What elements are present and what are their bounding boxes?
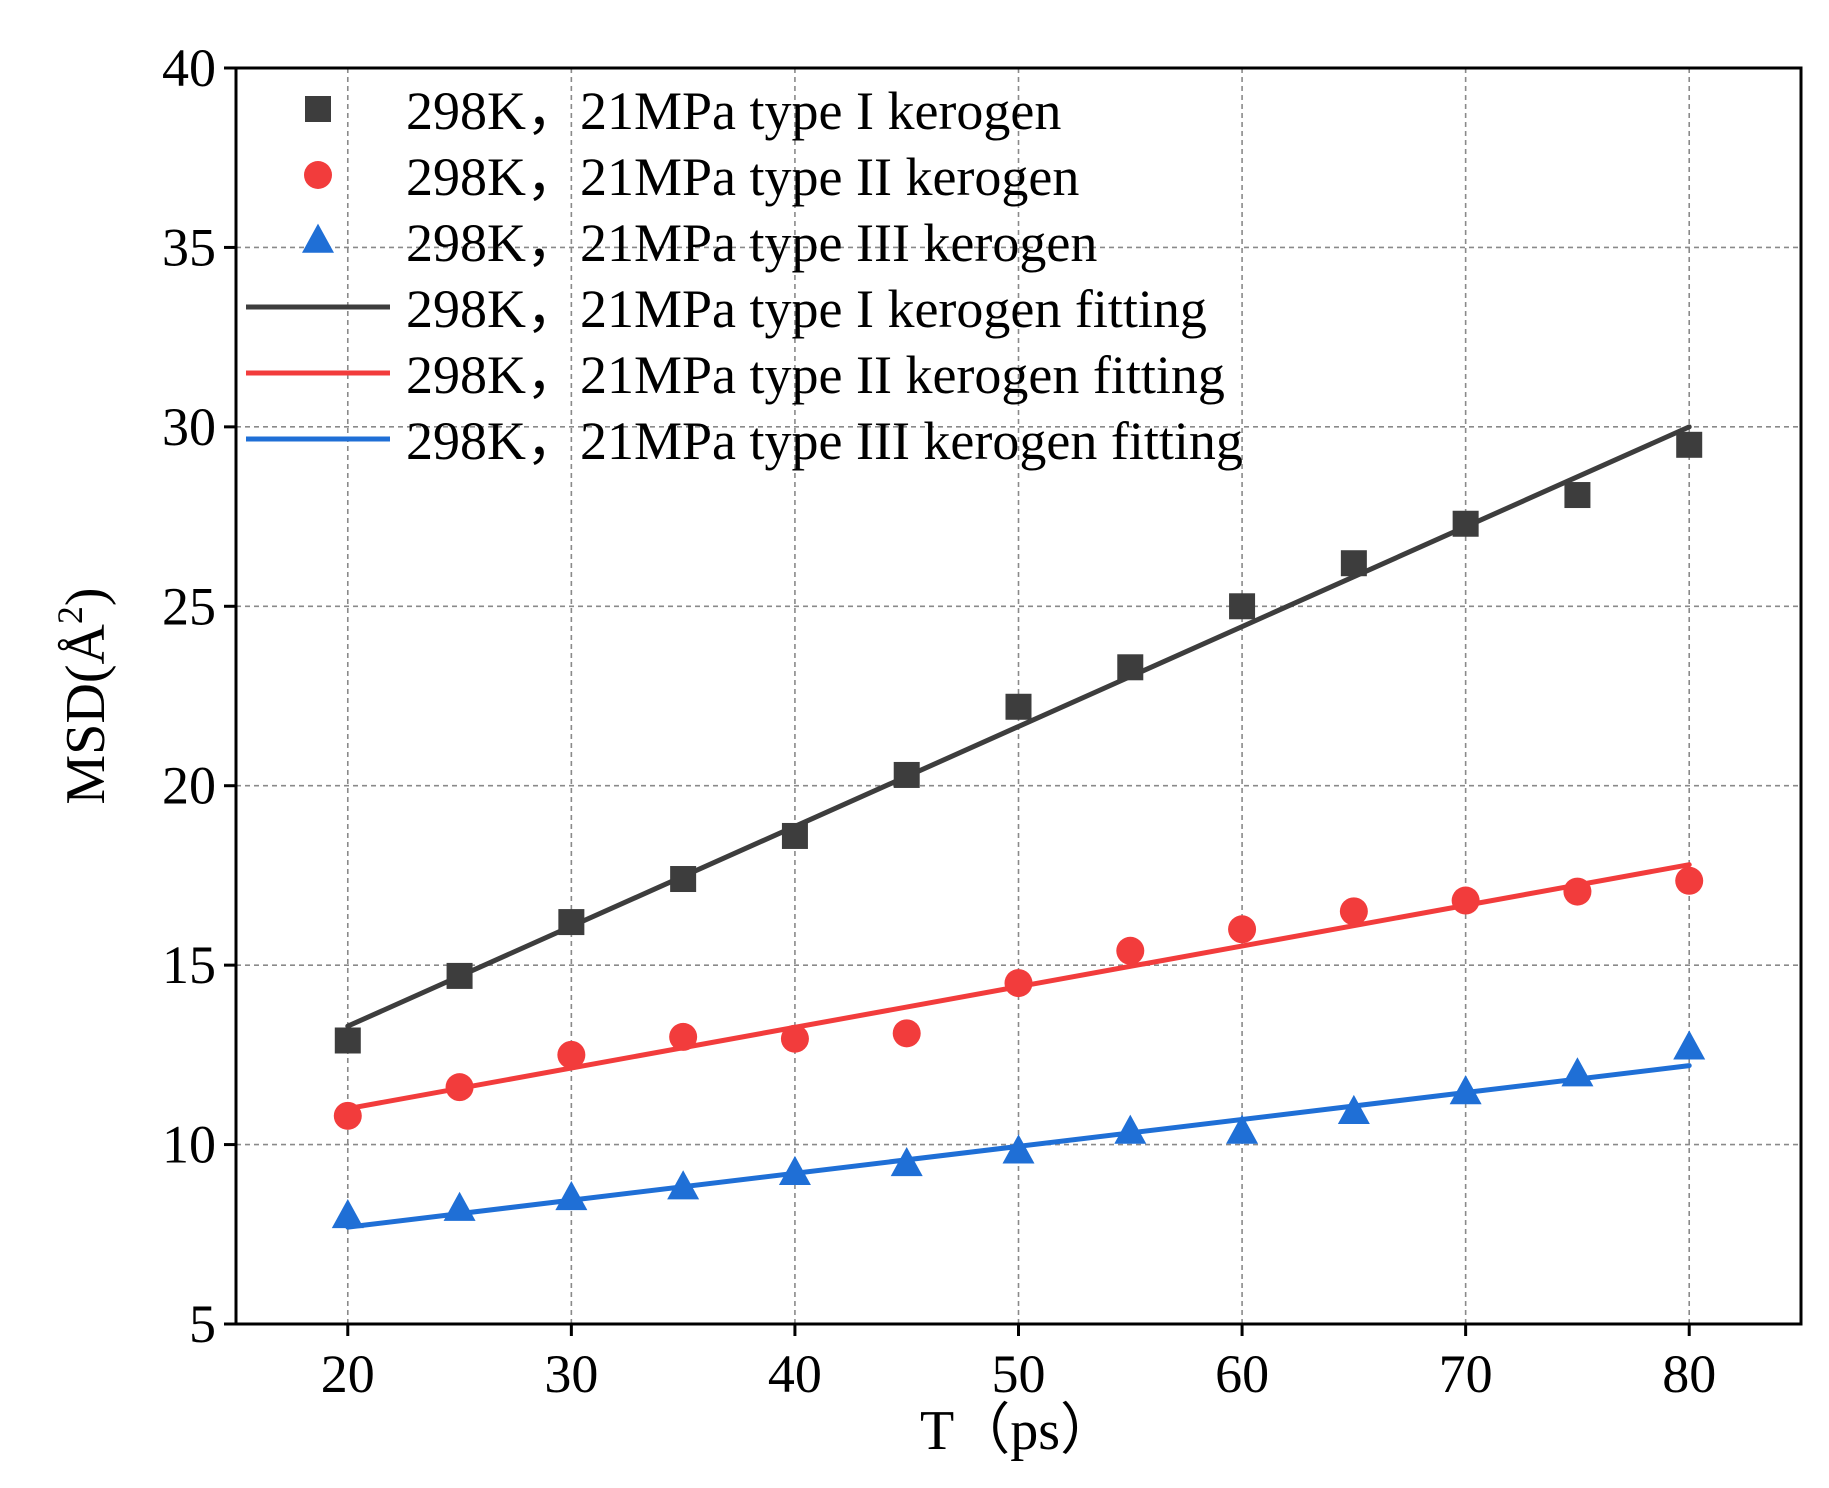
- point-s2-x75: [1563, 877, 1592, 906]
- x-tick-label-40: 40: [768, 1344, 822, 1404]
- y-tick-label-5: 5: [189, 1294, 216, 1354]
- point-s3-x25: [443, 1191, 476, 1221]
- y-axis-title: MSD(Å2): [50, 587, 117, 804]
- y-tick-label-20: 20: [162, 756, 216, 816]
- point-s1-x45: [893, 761, 920, 788]
- point-s2-x65: [1339, 897, 1368, 926]
- point-s3-x20: [331, 1198, 364, 1229]
- y-tick-label-30: 30: [162, 397, 216, 457]
- point-s2-x55: [1116, 936, 1145, 965]
- legend-symbol-2: [304, 161, 332, 189]
- legend-label-2: 298K，21MPa type II kerogen: [406, 147, 1079, 207]
- point-s3-x50: [1002, 1134, 1035, 1164]
- series-3: [331, 1030, 1706, 1229]
- point-s1-x35: [670, 866, 697, 893]
- x-tick-label-70: 70: [1439, 1344, 1493, 1404]
- point-s1-x40: [781, 822, 808, 849]
- point-s2-x45: [892, 1019, 921, 1048]
- y-tick-label-40: 40: [162, 38, 216, 98]
- point-s1-x55: [1117, 654, 1144, 681]
- point-s3-x80: [1673, 1030, 1706, 1060]
- point-s3-x40: [778, 1155, 811, 1186]
- series-1: [334, 431, 1703, 1054]
- point-s1-x20: [334, 1027, 361, 1054]
- x-tick-label-50: 50: [992, 1344, 1046, 1404]
- point-s1-x50: [1005, 693, 1032, 720]
- y-tick-label-15: 15: [162, 935, 216, 995]
- point-s2-x80: [1675, 866, 1704, 895]
- legend-label-1: 298K，21MPa type I kerogen: [406, 81, 1061, 141]
- legend-fit-label-3: 298K，21MPa type III kerogen fitting: [406, 411, 1243, 471]
- point-s3-x60: [1226, 1114, 1259, 1144]
- point-s1-x80: [1676, 431, 1703, 458]
- legend-label-3: 298K，21MPa type III kerogen: [406, 213, 1097, 273]
- point-s2-x50: [1004, 969, 1033, 998]
- point-s2-x40: [780, 1024, 809, 1053]
- point-s2-x30: [557, 1040, 586, 1069]
- y-tick-label-25: 25: [162, 576, 216, 636]
- series-2: [333, 866, 1704, 1130]
- data-points: [331, 431, 1706, 1229]
- legend-symbol-1: [305, 96, 331, 122]
- legend-fit-label-1: 298K，21MPa type I kerogen fitting: [406, 279, 1207, 339]
- point-s1-x60: [1229, 593, 1256, 620]
- point-s2-x20: [333, 1101, 362, 1130]
- point-s3-x65: [1337, 1094, 1370, 1125]
- x-tick-label-20: 20: [321, 1344, 375, 1404]
- point-s3-x55: [1114, 1114, 1147, 1144]
- point-s2-x70: [1451, 886, 1480, 915]
- point-s3-x75: [1561, 1057, 1594, 1087]
- point-s2-x35: [669, 1022, 698, 1051]
- point-s2-x25: [445, 1073, 474, 1102]
- point-s3-x30: [555, 1181, 588, 1211]
- point-s1-x30: [558, 909, 585, 936]
- axis-ticks: 20 30 40 50 60 70 80 5 10 15 20 25 30 35 40: [162, 38, 1716, 1404]
- legend-fit-label-2: 298K，21MPa type II kerogen fitting: [406, 345, 1225, 405]
- legend-symbol-3: [302, 223, 334, 253]
- point-s3-x45: [890, 1146, 923, 1177]
- y-tick-label-10: 10: [162, 1115, 216, 1175]
- point-s1-x25: [446, 962, 473, 989]
- point-s1-x65: [1340, 550, 1367, 577]
- point-s1-x70: [1452, 510, 1479, 537]
- x-tick-label-60: 60: [1215, 1344, 1269, 1404]
- x-axis-title: T（ps）: [920, 1400, 1116, 1462]
- point-s3-x70: [1449, 1075, 1482, 1105]
- point-s2-x60: [1228, 915, 1257, 944]
- x-tick-label-80: 80: [1662, 1344, 1716, 1404]
- y-tick-label-35: 35: [162, 217, 216, 277]
- x-tick-label-30: 30: [544, 1344, 598, 1404]
- point-s3-x35: [667, 1170, 700, 1200]
- point-s1-x75: [1564, 482, 1591, 509]
